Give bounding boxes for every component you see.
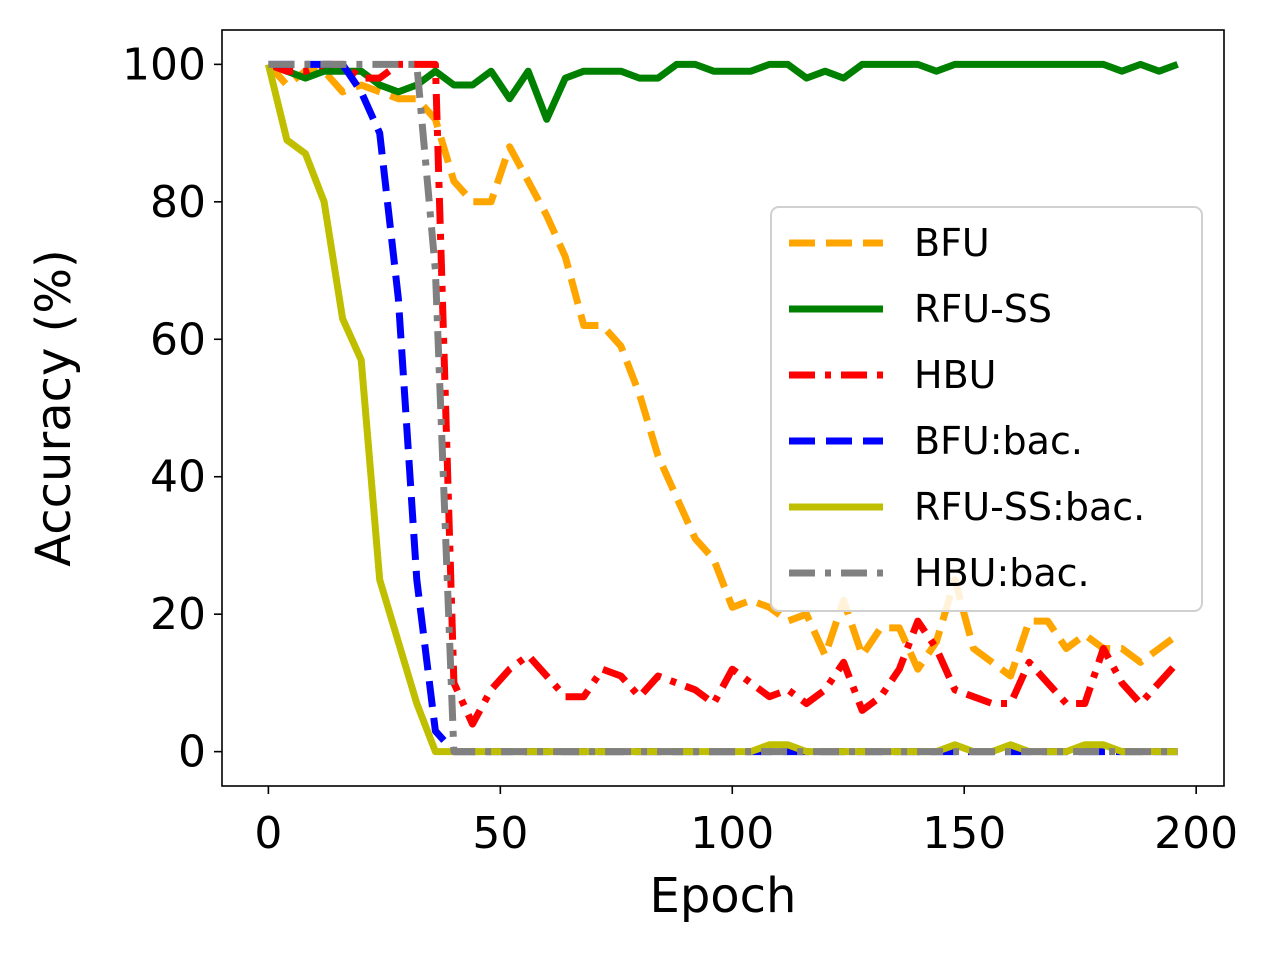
legend-label-rfu-ss-bac: RFU-SS:bac.: [914, 485, 1145, 529]
legend-label-hbu: HBU: [914, 353, 996, 397]
x-tick-label: 150: [922, 808, 1006, 859]
y-tick-label: 100: [122, 39, 206, 90]
y-tick-label: 40: [150, 452, 206, 503]
y-axis-label: Accuracy (%): [26, 249, 82, 566]
series-line-hbu-bac: [268, 60, 1178, 756]
legend-label-rfu-ss: RFU-SS: [914, 287, 1052, 331]
plot-frame: [221, 29, 1225, 787]
series-line-hbu: [267, 60, 1181, 728]
x-tick-label: 100: [690, 808, 774, 859]
y-tick-label: 60: [150, 314, 206, 365]
y-tick-label: 80: [150, 177, 206, 228]
y-tick-label: 0: [178, 727, 206, 778]
y-tick-label: 20: [150, 589, 206, 640]
x-tick-label: 200: [1154, 808, 1238, 859]
x-axis-label: Epoch: [650, 868, 797, 924]
legend: BFU RFU-SS HBU BFU:bac. RFU-SS:bac. HBU:bac.: [770, 206, 1203, 612]
legend-label-bfu-bac: BFU:bac.: [914, 419, 1083, 463]
x-tick-label: 0: [254, 808, 282, 859]
legend-label-hbu-bac: HBU:bac.: [914, 551, 1090, 595]
x-tick-label: 50: [472, 808, 528, 859]
legend-label-bfu: BFU: [914, 221, 990, 265]
series-line-bfu: [265, 62, 1180, 680]
